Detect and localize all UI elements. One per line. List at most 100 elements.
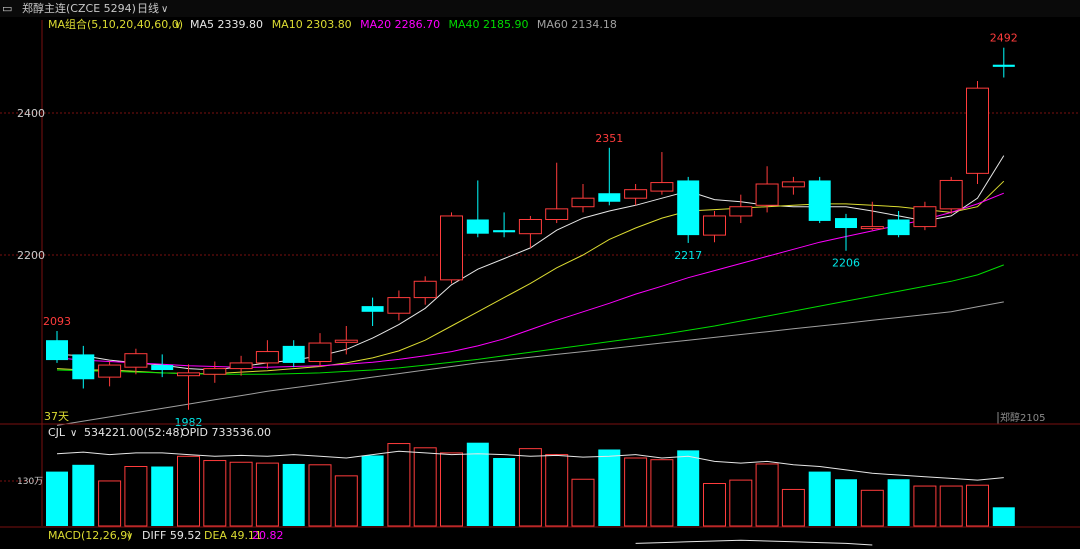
- volume-bar: [361, 455, 384, 526]
- open-interest-value: OPID 733536.00: [181, 426, 271, 439]
- candle-body: [334, 339, 358, 343]
- volume-bar: [703, 483, 726, 527]
- candle-body: [650, 182, 674, 192]
- y-tick-2400: 2400: [17, 107, 45, 120]
- volume-bar: [835, 479, 857, 526]
- macd-diff-line: [635, 539, 873, 546]
- period-selector[interactable]: 日线: [137, 1, 159, 15]
- candle-body: [361, 306, 384, 312]
- volume-bar: [413, 447, 437, 527]
- candle-body: [72, 354, 95, 380]
- days-label: 37天: [44, 410, 69, 423]
- ma5-line: [56, 155, 1005, 371]
- ma-legend-item: MA20 2286.70: [360, 18, 440, 31]
- price-extreme-label: 1982: [175, 416, 203, 429]
- contract-watermark: 郑醇2105: [1000, 411, 1045, 424]
- highlight-labels: 2093 1982 2351 2217 2206 2492: [43, 32, 1018, 429]
- candle-body: [282, 345, 305, 363]
- volume-bar: [46, 471, 68, 526]
- candle-body: [913, 206, 937, 228]
- volume-bar: [545, 454, 569, 527]
- volume-bar: [440, 452, 463, 527]
- volume-bar: [151, 466, 174, 526]
- volume-bar: [650, 459, 674, 527]
- chevron-down-icon[interactable]: ∨: [161, 4, 168, 15]
- price-extreme-label: 2093: [43, 315, 71, 328]
- header-bar: [0, 0, 1080, 17]
- candle-body: [598, 193, 621, 202]
- ma-legend: MA5 2339.80 MA10 2303.80 MA20 2286.70 MA40 …: [190, 18, 617, 31]
- chevron-down-icon[interactable]: ∨: [70, 428, 77, 439]
- volume-bar: [677, 450, 700, 526]
- candle-body: [835, 218, 857, 229]
- candle-body: [440, 215, 463, 281]
- symbol-title[interactable]: 郑醇主连(CZCE 5294): [22, 1, 136, 15]
- volume-bar: [229, 461, 253, 527]
- candle-body: [124, 353, 148, 368]
- chevron-down-icon[interactable]: ∨: [126, 531, 133, 542]
- candle-body: [493, 230, 516, 233]
- candle-body: [98, 364, 122, 378]
- volume-bar: [98, 480, 122, 527]
- candle-body: [781, 181, 805, 188]
- candle-body: [255, 351, 279, 364]
- ma-legend-item: MA10 2303.80: [272, 18, 352, 31]
- macd-diff-polyline: [635, 539, 873, 546]
- candle-body: [703, 215, 726, 236]
- ma40-line: [56, 264, 1004, 375]
- volume-bar: [466, 442, 489, 526]
- candle-body: [860, 226, 884, 230]
- price-extreme-label: 2217: [674, 249, 702, 262]
- volume-bar: [966, 484, 989, 527]
- volume-bar: [255, 462, 279, 527]
- volume-average-line: [56, 450, 1004, 481]
- candle-body: [966, 87, 989, 174]
- candle-body: [229, 362, 253, 370]
- volume-bar: [177, 455, 200, 527]
- macd-dea-value: DEA 49.11: [204, 529, 262, 542]
- volume-bar: [992, 507, 1015, 526]
- y-tick-2200: 2200: [17, 249, 45, 262]
- volume-bar: [308, 464, 332, 527]
- candle-body: [46, 340, 68, 361]
- candle-body: [177, 372, 200, 377]
- volume-bar: [755, 463, 779, 527]
- volume-bar: [913, 485, 937, 527]
- volume-bar: [493, 458, 516, 526]
- menu-icon[interactable]: ▭: [2, 2, 12, 15]
- volume-value: 534221.00(52:48): [84, 426, 184, 439]
- candle-body: [518, 219, 542, 235]
- ma-legend-item: MA5 2339.80: [190, 18, 263, 31]
- ma-legend-item: MA60 2134.18: [537, 18, 617, 31]
- chevron-down-icon[interactable]: ∨: [174, 20, 181, 31]
- candle-body: [545, 208, 569, 221]
- moving-average-lines: [56, 155, 1005, 426]
- volume-axis-tick: 130万: [17, 477, 43, 487]
- candle-body: [413, 280, 437, 299]
- volume-bar: [203, 460, 227, 527]
- volume-bar: [939, 485, 963, 527]
- volume-bar: [387, 443, 411, 527]
- candle-body: [203, 368, 227, 375]
- ma-group-label[interactable]: MA组合(5,10,20,40,60,0): [48, 17, 183, 31]
- volume-bars: [46, 442, 1015, 527]
- candle-body: [677, 180, 700, 236]
- volume-bar: [598, 449, 621, 526]
- candle-body: [729, 206, 753, 217]
- volume-bar: [781, 488, 805, 527]
- candle-body: [571, 197, 595, 208]
- volume-bar: [282, 463, 305, 526]
- candlestick-series: [46, 47, 1015, 410]
- volume-bar: [887, 479, 910, 526]
- macd-label[interactable]: MACD(12,26,9): [48, 529, 132, 542]
- price-extreme-label: 2206: [832, 257, 860, 270]
- volume-bar: [729, 479, 753, 527]
- volume-bar: [334, 475, 358, 527]
- candle-body: [308, 342, 332, 363]
- candle-body: [387, 297, 411, 314]
- volume-label[interactable]: CJL: [48, 426, 66, 439]
- volume-bar: [808, 471, 831, 526]
- price-extreme-label: 2351: [595, 132, 623, 145]
- candle-body: [939, 179, 963, 210]
